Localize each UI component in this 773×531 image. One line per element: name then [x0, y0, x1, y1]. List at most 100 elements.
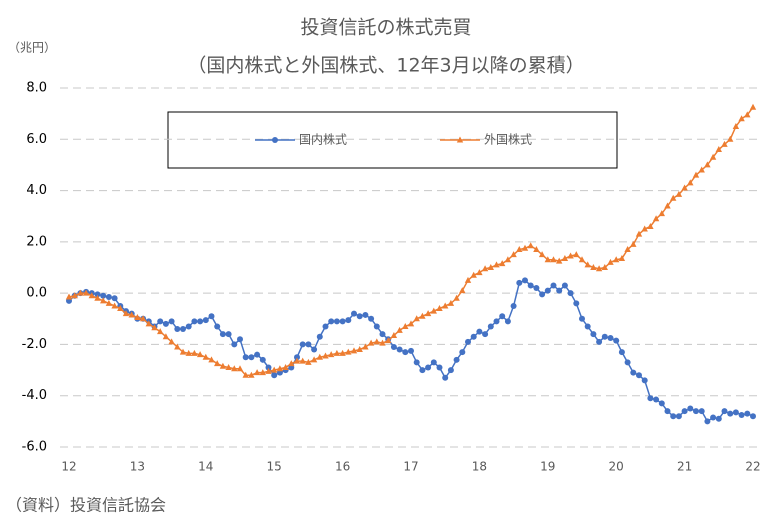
point	[664, 408, 671, 415]
x-tick-label: 16	[335, 460, 350, 474]
point	[71, 292, 78, 299]
point	[652, 215, 660, 222]
point	[601, 264, 608, 270]
point	[556, 287, 563, 294]
point	[356, 313, 363, 320]
point	[253, 369, 261, 376]
point	[487, 323, 494, 330]
point	[681, 408, 688, 415]
point	[208, 356, 215, 363]
point	[715, 146, 722, 153]
point	[373, 323, 380, 330]
point	[561, 255, 569, 262]
x-tick-label: 18	[472, 460, 487, 474]
point	[157, 328, 164, 335]
point	[499, 260, 506, 267]
point	[636, 372, 642, 379]
point	[242, 371, 249, 378]
point	[202, 317, 209, 324]
point	[641, 377, 648, 384]
point	[333, 318, 340, 325]
point	[214, 360, 221, 367]
source: （資料）投資信託協会	[6, 496, 166, 515]
point	[157, 318, 164, 325]
point	[265, 367, 272, 374]
point	[447, 299, 455, 306]
point	[590, 331, 597, 338]
point	[402, 349, 409, 356]
point	[550, 282, 557, 289]
point	[174, 326, 181, 333]
point	[282, 364, 289, 371]
point	[208, 313, 215, 320]
point	[299, 357, 306, 364]
point	[231, 365, 238, 372]
point	[139, 315, 147, 322]
point	[259, 369, 266, 376]
point	[527, 242, 534, 249]
point	[225, 331, 232, 338]
point	[459, 287, 466, 294]
point	[117, 305, 124, 312]
point	[744, 410, 751, 417]
point	[65, 293, 73, 300]
point	[573, 251, 580, 258]
point	[447, 367, 454, 374]
point	[653, 396, 660, 403]
point	[293, 357, 301, 364]
point	[88, 292, 95, 299]
point	[128, 311, 135, 318]
point	[408, 347, 414, 354]
point	[339, 318, 346, 325]
point	[430, 359, 437, 366]
point	[698, 408, 705, 415]
point	[624, 359, 631, 366]
point	[476, 269, 483, 276]
point	[544, 256, 551, 263]
point	[618, 255, 626, 262]
point	[430, 307, 437, 314]
point	[738, 115, 745, 122]
point	[453, 356, 460, 363]
point	[710, 414, 717, 421]
legend-box	[167, 111, 618, 169]
x-tick-label: 22	[745, 460, 760, 474]
point	[362, 343, 369, 350]
point	[522, 277, 528, 284]
point	[424, 310, 432, 317]
point	[105, 299, 113, 306]
point	[630, 369, 637, 376]
y-tick-label: 4.0	[26, 183, 47, 198]
point	[162, 333, 170, 340]
point	[465, 338, 471, 345]
point	[151, 324, 158, 331]
point	[647, 222, 654, 229]
point	[413, 359, 420, 366]
point	[459, 349, 466, 356]
point	[379, 331, 386, 338]
point	[464, 276, 472, 283]
point	[259, 356, 266, 363]
x-tick-label: 17	[403, 460, 418, 474]
point	[185, 323, 192, 330]
point	[225, 364, 232, 371]
point	[322, 352, 329, 359]
point	[168, 318, 175, 325]
point	[219, 331, 226, 338]
point	[373, 338, 380, 345]
point	[294, 354, 300, 361]
point	[624, 246, 631, 253]
x-tick-label: 19	[540, 460, 555, 474]
point	[254, 351, 261, 358]
point	[219, 362, 227, 369]
y-tick-label: -2.0	[22, 337, 47, 352]
point	[510, 302, 517, 309]
point	[613, 256, 620, 263]
point	[538, 251, 546, 258]
point	[595, 265, 603, 272]
y-tick-label: -6.0	[22, 440, 47, 455]
point	[94, 291, 101, 298]
x-tick-label: 14	[198, 460, 213, 474]
point	[272, 137, 278, 143]
